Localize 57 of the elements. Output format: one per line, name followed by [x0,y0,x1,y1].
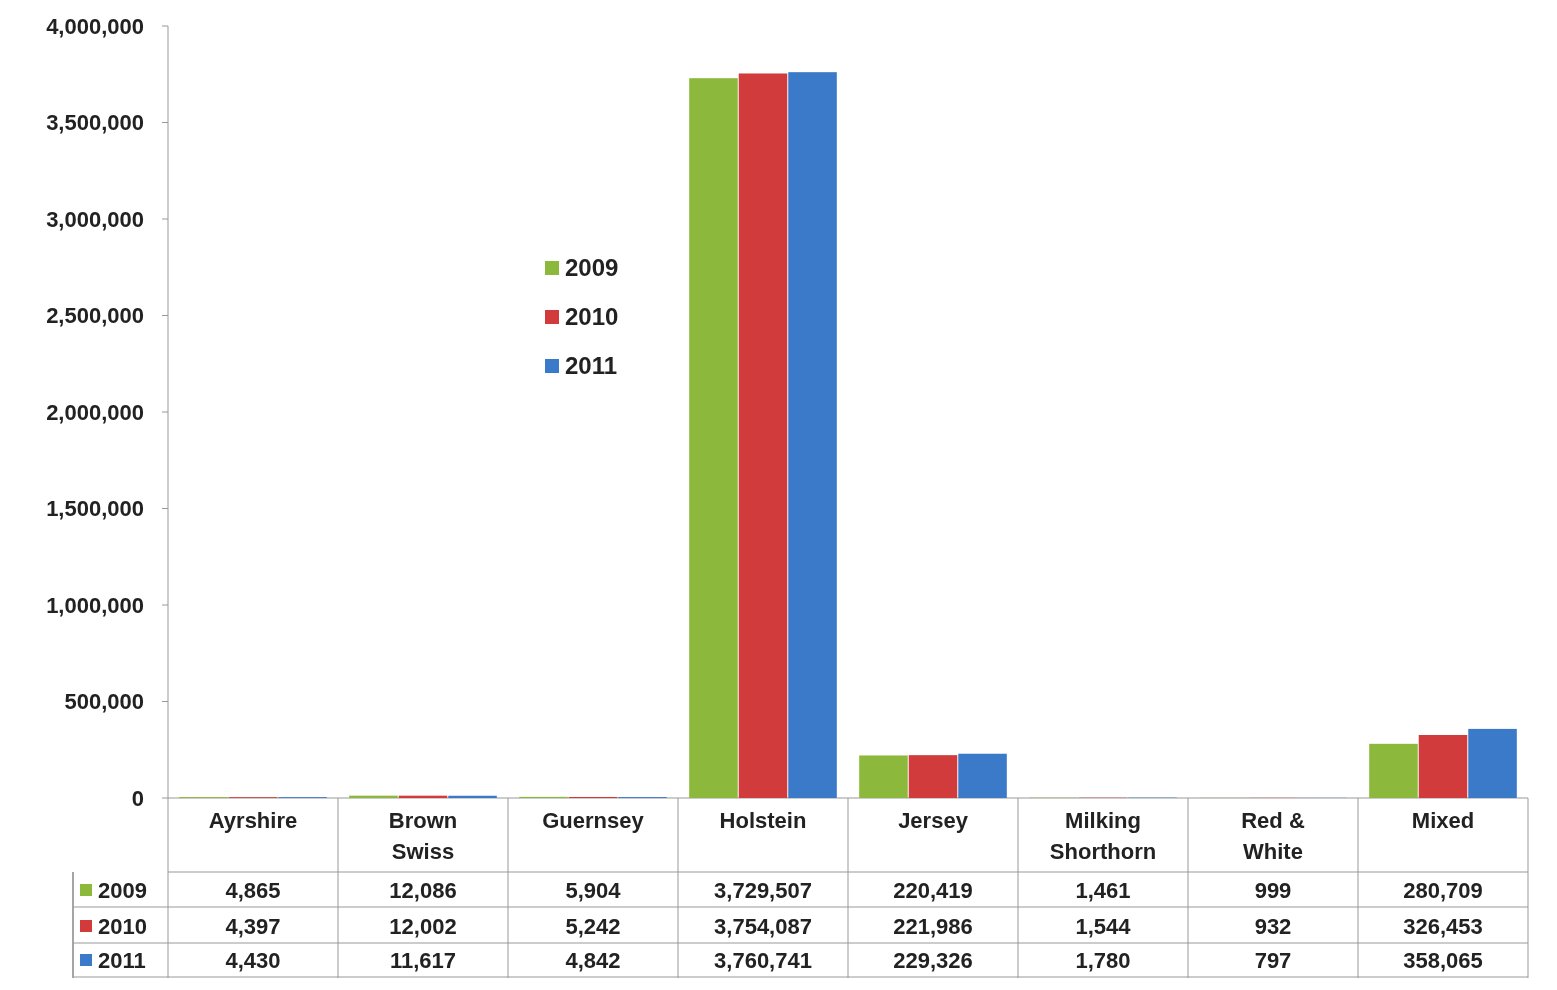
bar [738,73,788,798]
y-tick-label: 1,500,000 [46,496,144,522]
bar [1369,743,1418,798]
data-label: 4,842 [565,947,621,973]
data-label: 221,986 [893,913,973,939]
y-tick-label: 2,500,000 [46,303,144,329]
data-label: 5,904 [565,877,622,903]
data-label: 1,461 [1075,877,1131,903]
x-tick-label: Mixed [1411,808,1475,833]
bar [689,78,738,798]
data-label: 4,397 [225,913,281,939]
data-label: 4,865 [225,877,281,903]
text: 2009 [98,877,147,903]
data-label: 12,002 [389,913,457,939]
bar [448,795,497,798]
data-label: 326,453 [1403,913,1483,939]
data-label: 3,760,741 [714,947,812,973]
data-label: 999 [1254,877,1292,903]
legend-label: 2010 [565,303,619,331]
x-tick-label: Milking Shorthorn [1049,808,1157,864]
legend-label: 2009 [565,254,619,282]
y-tick-label: 2,000,000 [46,399,144,425]
bar [958,753,1007,798]
data-label: 1,780 [1075,947,1131,973]
data-label: 797 [1254,947,1292,973]
text: 2011 [98,947,146,973]
bar [859,755,908,798]
text: 2010 [98,913,147,939]
data-label: 358,065 [1403,947,1483,973]
data-label: 220,419 [893,877,973,903]
x-tick-label: Holstein [719,808,807,833]
bar [1418,735,1468,798]
data-label: 3,754,087 [714,913,812,939]
data-label: 5,242 [565,913,621,939]
data-label: 280,709 [1403,877,1483,903]
bar [908,755,958,798]
x-tick-label: Red & White [1241,808,1305,864]
y-tick-label: 4,000,000 [46,13,144,39]
data-label: 11,617 [389,947,457,973]
y-tick-label: 3,000,000 [46,206,144,232]
data-label: 229,326 [893,947,973,973]
y-tick-label: 0 [131,785,144,811]
data-label: 3,729,507 [714,877,812,903]
x-tick-label: Jersey [898,808,969,833]
x-tick-label: Guernsey [542,808,645,833]
data-label: 932 [1254,913,1292,939]
x-tick-label: Brown Swiss [388,808,458,864]
y-tick-label: 3,500,000 [46,110,144,136]
legend-label: 2011 [565,352,618,380]
x-tick-label: Ayrshire [208,808,298,833]
bar [788,72,837,798]
data-label: 12,086 [389,877,457,903]
y-tick-label: 500,000 [64,689,144,715]
y-tick-label: 1,000,000 [46,592,144,618]
data-label: 1,544 [1075,913,1132,939]
bar [1468,728,1517,798]
data-label: 4,430 [225,947,281,973]
